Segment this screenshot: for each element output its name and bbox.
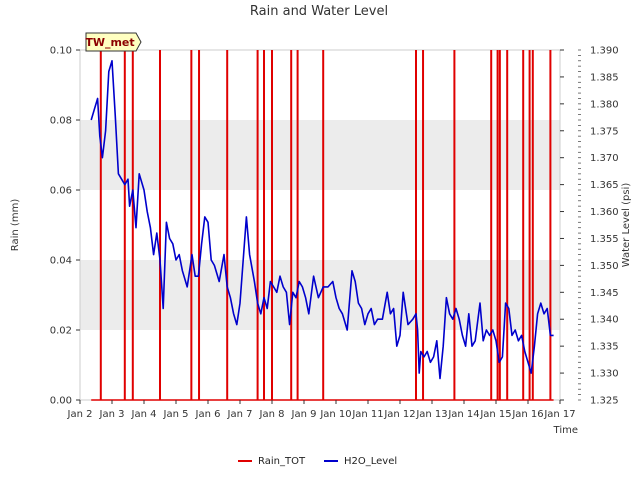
x-tick-label: Jan 12 — [383, 409, 415, 420]
left-tick-label: 0.08 — [50, 116, 72, 127]
right-tick-label: 1.375 — [590, 126, 619, 137]
right-tick-label: 1.380 — [590, 99, 619, 110]
right-tick-label: 1.365 — [590, 180, 619, 191]
right-tick-label: 1.335 — [590, 342, 619, 353]
left-tick-label: 0.02 — [50, 326, 72, 337]
right-tick-label: 1.340 — [590, 315, 619, 326]
x-tick-label: Jan 4 — [131, 409, 157, 420]
left-tick-label: 0.10 — [50, 46, 72, 57]
x-tick-label: Jan 16 — [511, 409, 543, 420]
left-tick-label: 0.06 — [50, 186, 72, 197]
station-badge: TW_met — [85, 32, 142, 52]
x-tick-label: Jan 5 — [163, 409, 189, 420]
x-tick-label: Jan 10 — [319, 409, 351, 420]
left-tick-label: 0.04 — [50, 256, 72, 267]
right-tick-label: 1.350 — [590, 261, 619, 272]
rain-bars — [91, 50, 554, 401]
x-tick-label: Jan 11 — [351, 409, 383, 420]
right-tick-label: 1.360 — [590, 207, 619, 218]
x-axis-label: Time — [553, 425, 578, 436]
y-axis-left-label: Rain (mm) — [10, 199, 21, 252]
x-tick-label: Jan 17 — [543, 409, 575, 420]
left-axis-ticks: 0.00 0.02 0.04 0.06 0.08 0.10 — [50, 46, 80, 407]
right-tick-label: 1.345 — [590, 288, 619, 299]
badge-label: TW_met — [85, 36, 134, 49]
x-tick-label: Jan 15 — [479, 409, 511, 420]
x-tick-label: Jan 7 — [227, 409, 253, 420]
right-axis-ticks: 1.325 1.330 1.335 1.340 1.345 1.350 1.355 1.360… — [560, 46, 619, 407]
left-tick-label: 0.00 — [50, 396, 72, 407]
x-tick-label: Jan 8 — [259, 409, 285, 420]
right-tick-label: 1.370 — [590, 153, 619, 164]
plot-frame — [79, 49, 561, 401]
badge-shape — [85, 32, 142, 52]
legend-label-rain: Rain_TOT — [258, 456, 306, 467]
right-tick-label: 1.355 — [590, 234, 619, 245]
x-axis-ticks: Jan 2 Jan 3 Jan 4 Jan 5 Jan 6 Jan 7 Jan 8 Jan 9… — [67, 400, 576, 420]
x-tick-label: Jan 3 — [99, 409, 125, 420]
x-tick-label: Jan 6 — [195, 409, 221, 420]
legend: Rain_TOT H2O_Level — [238, 456, 397, 467]
x-tick-label: Jan 14 — [447, 409, 479, 420]
legend-label-h2o: H2O_Level — [344, 456, 397, 467]
y-axis-right-label: Water Level (psi) — [621, 183, 632, 268]
x-tick-label: Jan 9 — [291, 409, 317, 420]
right-tick-label: 1.330 — [590, 369, 619, 380]
x-tick-label: Jan 2 — [67, 409, 93, 420]
right-tick-label: 1.390 — [590, 46, 619, 57]
right-tick-label: 1.385 — [590, 72, 619, 83]
h2o-level-line — [90, 59, 554, 380]
x-tick-label: Jan 13 — [415, 409, 447, 420]
right-tick-label: 1.325 — [590, 396, 619, 407]
chart-title: Rain and Water Level — [250, 4, 388, 19]
grid-bands — [80, 120, 560, 330]
grid-band-1 — [80, 120, 560, 190]
